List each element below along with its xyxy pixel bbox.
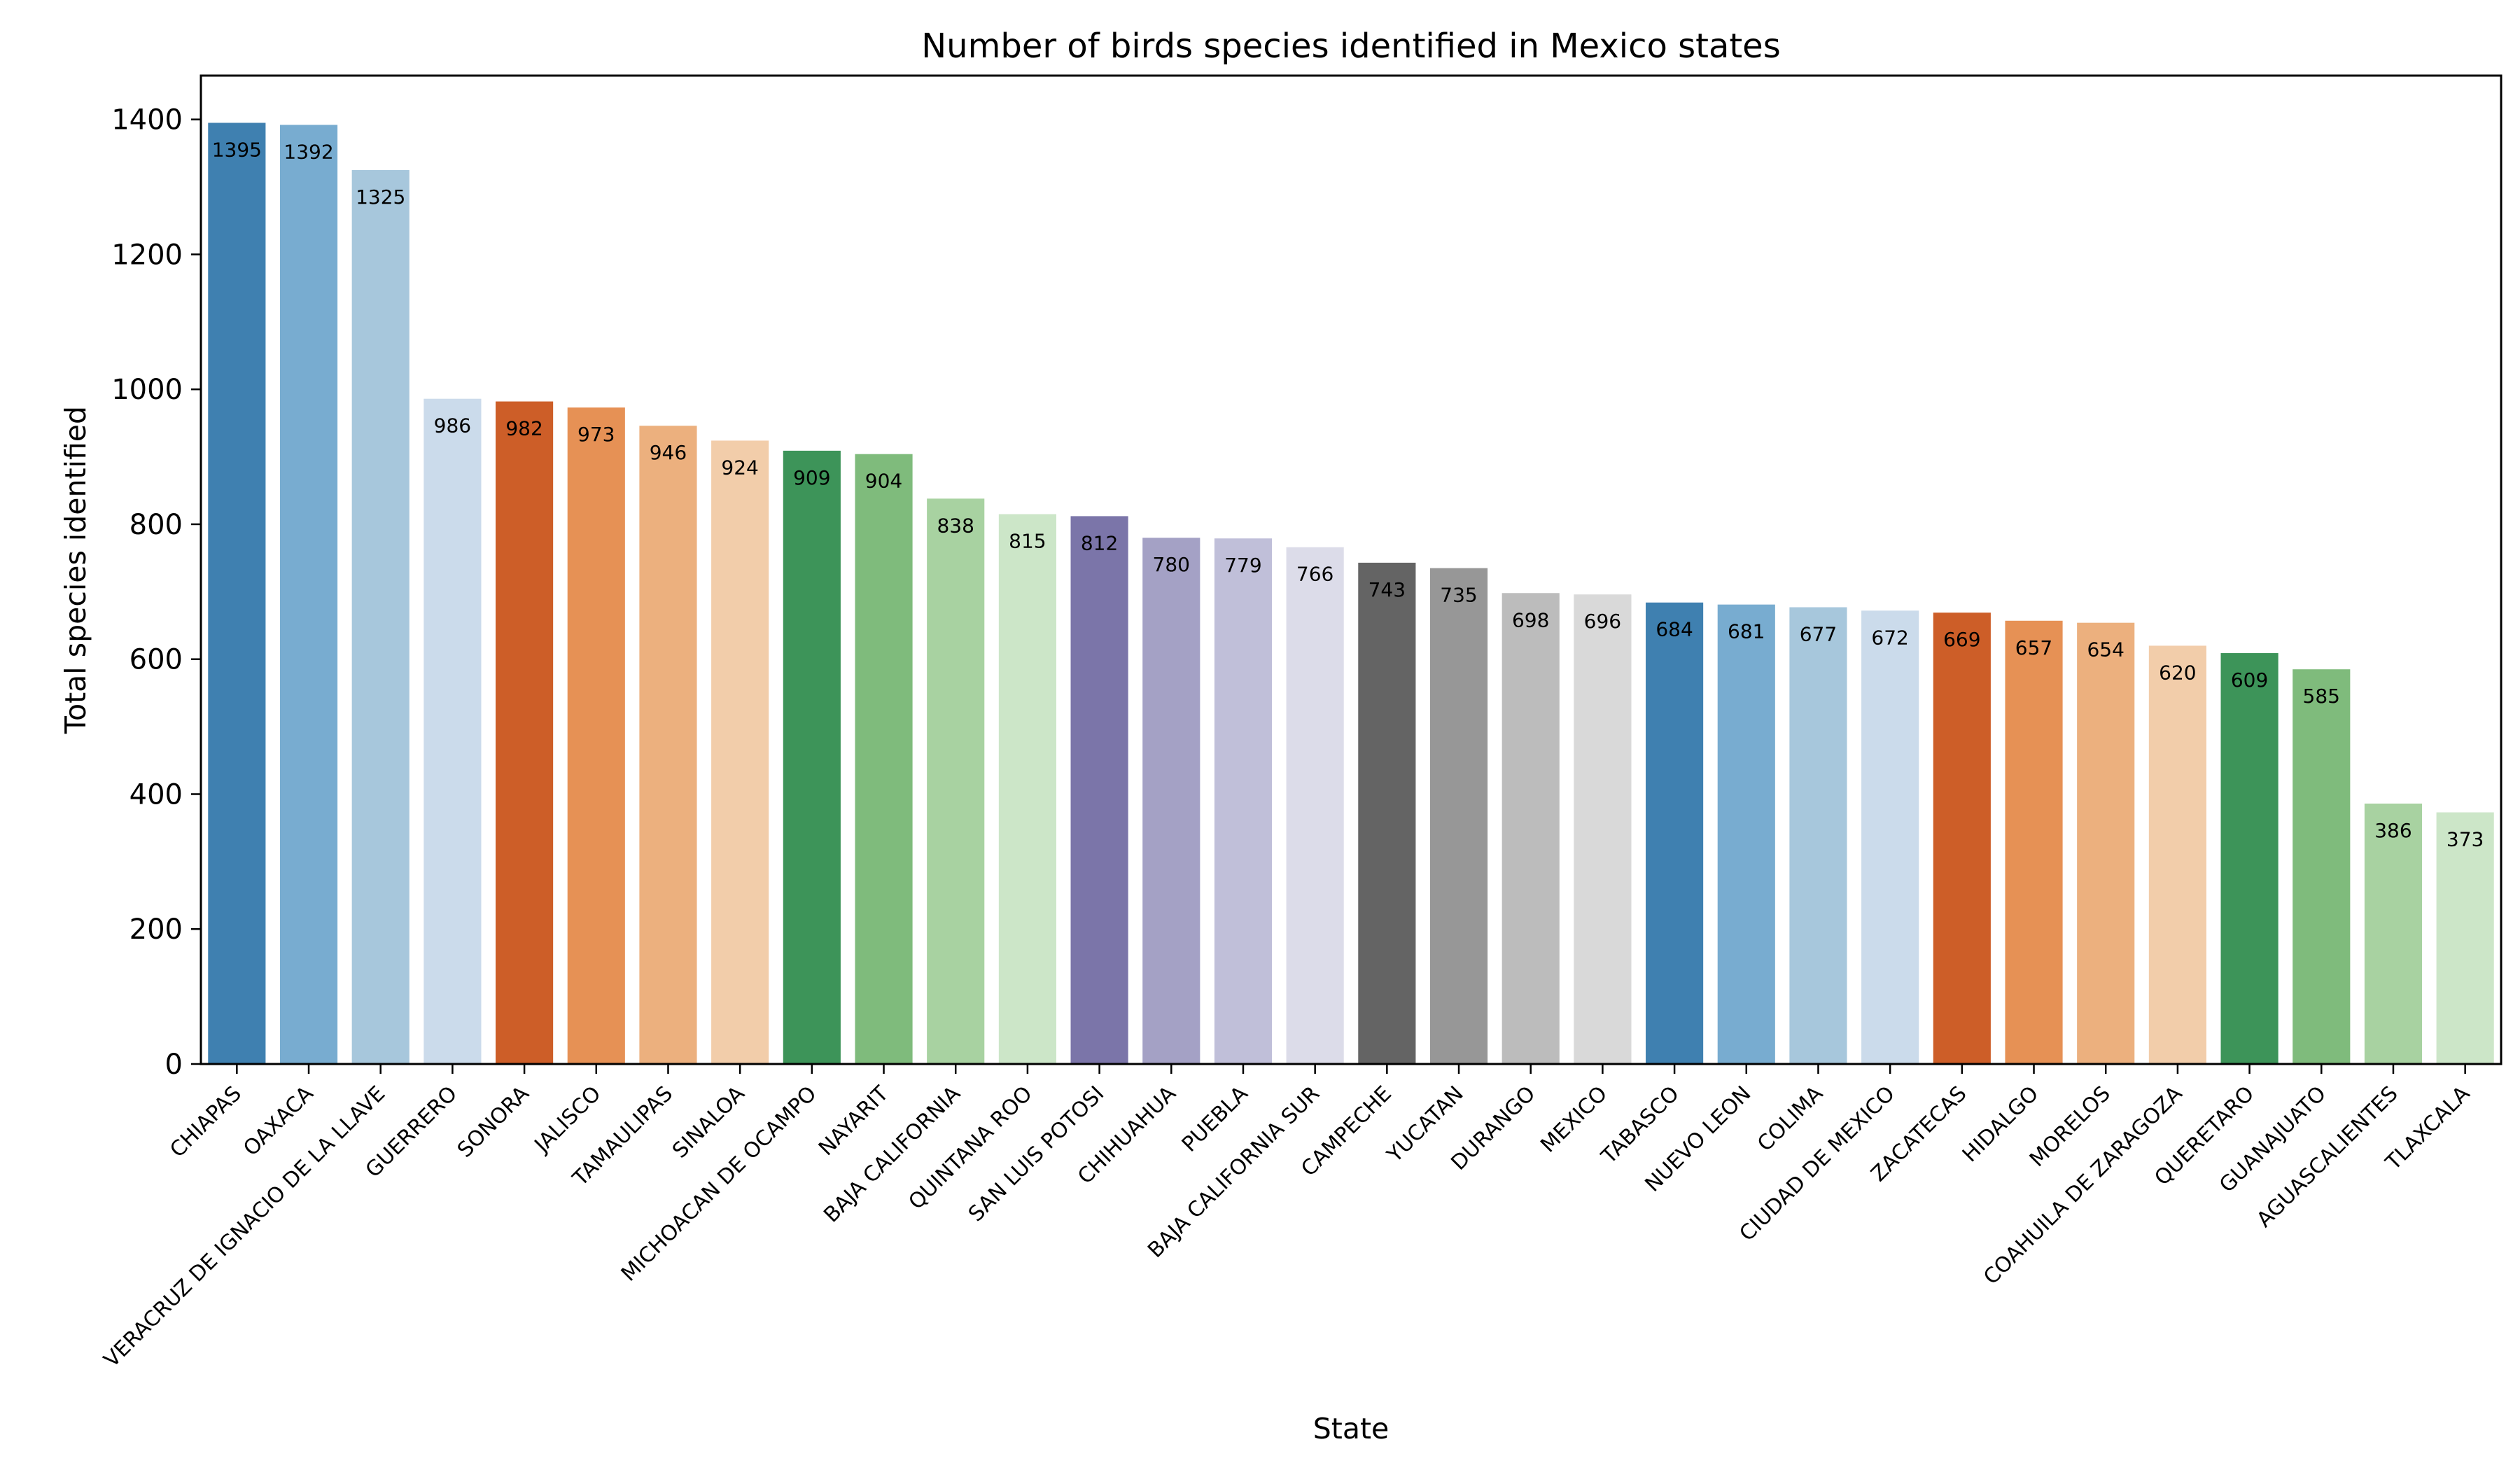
bar-value-label: 1325 (356, 186, 405, 209)
y-tick-label: 200 (130, 913, 183, 946)
bar-value-label: 838 (937, 514, 974, 537)
x-tick-label: SONORA (453, 1082, 534, 1163)
bar (2005, 620, 2063, 1064)
y-axis: 0 200 400 600 800 1000 1200 1400 (111, 104, 201, 1081)
bar-value-label: 1395 (212, 138, 262, 161)
y-axis-label: Total species identified (59, 406, 92, 734)
bar-value-label: 735 (1440, 584, 1477, 607)
bar-value-label: 684 (1656, 618, 1693, 641)
bar (424, 398, 482, 1064)
bar-value-label: 973 (578, 423, 615, 446)
bar (1933, 612, 1991, 1064)
bar (279, 125, 338, 1065)
y-tick-label: 800 (130, 509, 183, 541)
plot-frame (200, 74, 2502, 1065)
bar-value-label: 779 (1224, 554, 1261, 577)
bar (2148, 645, 2206, 1064)
x-axis-label: State (1313, 1412, 1390, 1446)
bar-value-label: 677 (1800, 622, 1837, 645)
bar-value-label: 1392 (284, 140, 333, 163)
bar-value-label: 669 (1943, 628, 1980, 651)
bar-value-label: 698 (1512, 608, 1549, 631)
x-tick-label: CHIAPAS (165, 1082, 246, 1163)
bar (208, 122, 266, 1065)
bar (1070, 516, 1128, 1064)
bar-value-label: 946 (650, 441, 687, 464)
bar (855, 454, 913, 1064)
bar (1214, 538, 1273, 1064)
bar-value-label: 620 (2159, 661, 2196, 684)
x-tick-label: MEXICO (1536, 1082, 1612, 1158)
data-labels-group: 1395 1392 1325 986 982 973 946 924 909 904 838 815 8… (212, 138, 2484, 850)
bar (1502, 593, 1560, 1064)
bar-value-label: 585 (2303, 685, 2340, 708)
bar-value-label: 386 (2374, 819, 2412, 842)
bar (2436, 812, 2494, 1064)
bar (1646, 602, 1704, 1064)
x-tick-label: QUINTANA ROO (904, 1082, 1037, 1214)
bar-value-label: 982 (505, 417, 542, 440)
bar (567, 407, 625, 1064)
x-tick-label: AGUASCALIENTES (2252, 1082, 2402, 1232)
bar-value-label: 743 (1368, 578, 1406, 601)
y-tick-label: 1400 (111, 104, 183, 136)
bar (1286, 547, 1344, 1064)
y-tick-label: 600 (130, 644, 183, 676)
bar (1142, 538, 1200, 1064)
bar (2292, 669, 2351, 1064)
bar (1789, 607, 1847, 1064)
bar (2077, 622, 2135, 1064)
x-tick-label: PUEBLA (1177, 1082, 1253, 1157)
bar-value-label: 904 (865, 470, 902, 493)
x-tick-label: VERACRUZ DE IGNACIO DE LA LLAVE (99, 1082, 391, 1373)
bar-value-label: 696 (1584, 610, 1621, 633)
bar-value-label: 780 (1153, 553, 1190, 576)
bar-value-label: 657 (2015, 636, 2052, 659)
bar-value-label: 373 (2446, 827, 2484, 850)
bar (711, 440, 769, 1064)
chart-title: Number of birds species identified in Me… (921, 27, 1780, 66)
bar-value-label: 909 (793, 466, 830, 489)
bar-value-label: 681 (1728, 620, 1765, 643)
bar (1574, 594, 1632, 1064)
bar (998, 514, 1056, 1064)
bar (927, 498, 985, 1064)
x-tick-label: BAJA CALIFORNIA (819, 1082, 965, 1228)
bar-value-label: 815 (1009, 529, 1046, 552)
bar-value-label: 609 (2231, 668, 2268, 692)
y-tick-label: 1000 (111, 374, 183, 406)
y-tick-label: 1200 (111, 239, 183, 271)
bar-value-label: 654 (2087, 638, 2124, 662)
bar-value-label: 986 (434, 414, 471, 438)
bar (2364, 803, 2423, 1064)
bar (1429, 568, 1488, 1064)
bars-group (208, 122, 2494, 1065)
bar (783, 450, 841, 1064)
y-tick-label: 0 (165, 1049, 183, 1081)
bar-value-label: 812 (1081, 531, 1118, 554)
bar (351, 169, 410, 1064)
bar (1717, 604, 1775, 1064)
bar (1861, 610, 1919, 1064)
bar-value-label: 672 (1871, 626, 1908, 649)
x-tick-label: SAN LUIS POTOSI (964, 1082, 1109, 1226)
y-tick-label: 400 (130, 778, 183, 811)
bar (2220, 653, 2278, 1064)
bar (496, 401, 554, 1064)
x-tick-label: COLIMA (1753, 1082, 1828, 1156)
bar (1358, 562, 1416, 1064)
bar-value-label: 766 (1296, 563, 1334, 586)
bar (639, 426, 697, 1064)
bar-value-label: 924 (721, 456, 758, 479)
